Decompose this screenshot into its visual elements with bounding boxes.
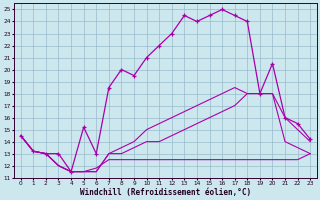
X-axis label: Windchill (Refroidissement éolien,°C): Windchill (Refroidissement éolien,°C): [80, 188, 251, 197]
